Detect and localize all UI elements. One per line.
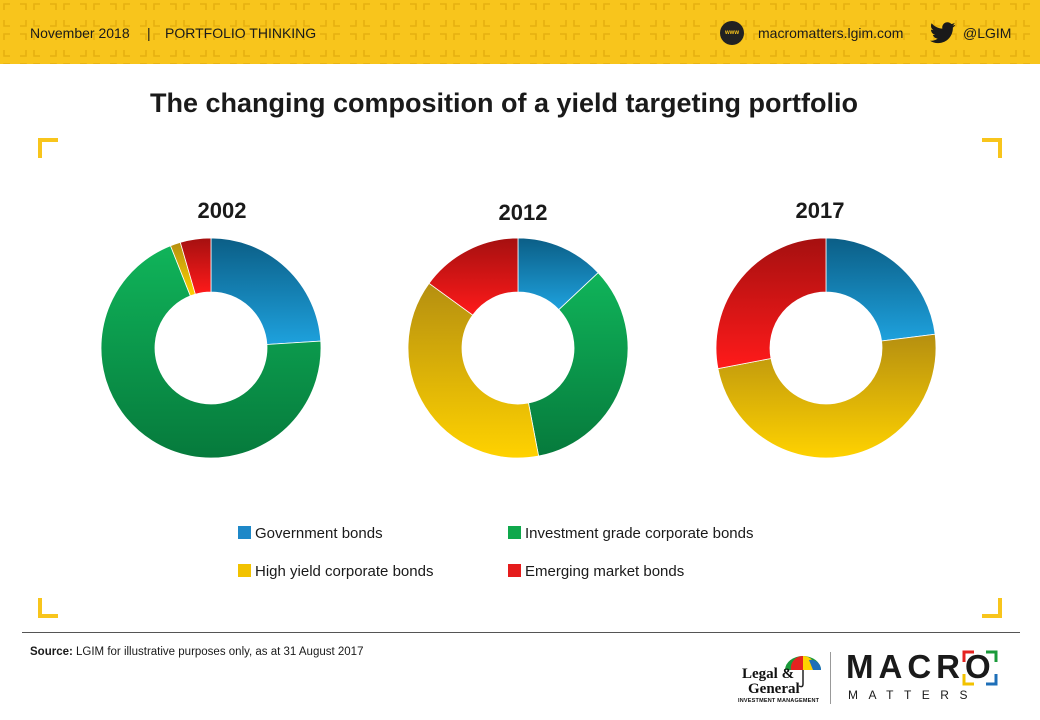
donut-slice-2002-government-bonds bbox=[210, 237, 322, 345]
legend-swatch bbox=[238, 526, 251, 539]
donut-slice-2017-emerging-market bbox=[715, 237, 827, 370]
corner-bracket-bottom-right bbox=[980, 596, 1002, 618]
legend-label: Government bonds bbox=[255, 525, 383, 542]
donut-slice-2012-high-yield bbox=[407, 282, 540, 459]
twitter-handle[interactable]: @LGIM bbox=[963, 25, 1012, 41]
legal-general-subtitle: INVESTMENT MANAGEMENT bbox=[738, 698, 820, 704]
donut-slice-2012-emerging-market bbox=[428, 237, 519, 316]
legend-swatch bbox=[508, 526, 521, 539]
donut-slice-2002-high-yield bbox=[169, 241, 196, 297]
legend-swatch bbox=[238, 564, 251, 577]
source-text: LGIM for illustrative purposes only, as … bbox=[72, 646, 364, 658]
donut-slice-2012-investment-grade bbox=[528, 272, 629, 457]
corner-bracket-bottom-left bbox=[38, 596, 60, 618]
footer-divider bbox=[22, 632, 1020, 633]
macro-logo-text: MACRO bbox=[846, 648, 996, 685]
legal-general-umbrella-logo bbox=[785, 655, 822, 688]
donut-slice-2012-government-bonds bbox=[517, 237, 599, 311]
logo-divider bbox=[830, 652, 831, 704]
donut-slice-2017-government-bonds bbox=[825, 237, 936, 342]
donut-slice-2002-investment-grade bbox=[100, 245, 322, 459]
legend-item-investment-grade: Investment grade corporate bonds bbox=[508, 525, 753, 542]
legend-swatch bbox=[508, 564, 521, 577]
corner-bracket-top-left bbox=[38, 138, 60, 160]
header-bar bbox=[0, 0, 1040, 64]
header-section: PORTFOLIO THINKING bbox=[165, 25, 317, 41]
legend-label: Investment grade corporate bonds bbox=[525, 525, 754, 542]
donut-2012 bbox=[407, 237, 629, 459]
corner-bracket-top-right bbox=[980, 138, 1002, 160]
twitter-icon[interactable] bbox=[930, 22, 956, 44]
legend-item-emerging-market: Emerging market bonds bbox=[508, 563, 684, 580]
macro-logo-frame-icon bbox=[962, 650, 998, 686]
donut-2002 bbox=[100, 237, 322, 459]
page-title: The changing composition of a yield targ… bbox=[150, 88, 858, 118]
chart-title-2002: 2002 bbox=[197, 198, 247, 223]
legal-general-name-1: Legal & bbox=[742, 666, 795, 682]
legend-item-government-bonds: Government bonds bbox=[238, 525, 383, 542]
legend-label: High yield corporate bonds bbox=[255, 563, 434, 580]
legend-label: Emerging market bonds bbox=[525, 563, 685, 580]
donut-slice-2002-emerging-market bbox=[179, 237, 212, 295]
chart-title-2012: 2012 bbox=[498, 200, 548, 225]
header-separator: | bbox=[147, 25, 151, 41]
header-date: November 2018 bbox=[30, 25, 130, 41]
donut-2017 bbox=[715, 237, 937, 459]
chart-title-2017: 2017 bbox=[795, 198, 845, 223]
matters-logo-text: MATTERS bbox=[848, 688, 978, 702]
website-link[interactable]: macromatters.lgim.com bbox=[758, 25, 904, 41]
header-pattern bbox=[0, 0, 1040, 64]
source-note: Source: LGIM for illustrative purposes o… bbox=[30, 646, 363, 658]
donut-slice-2017-high-yield bbox=[717, 333, 937, 459]
source-label: Source: bbox=[30, 646, 73, 658]
www-icon[interactable]: www bbox=[720, 21, 744, 45]
legend-item-high-yield: High yield corporate bonds bbox=[238, 563, 433, 580]
legal-general-name-2: General bbox=[748, 681, 800, 697]
